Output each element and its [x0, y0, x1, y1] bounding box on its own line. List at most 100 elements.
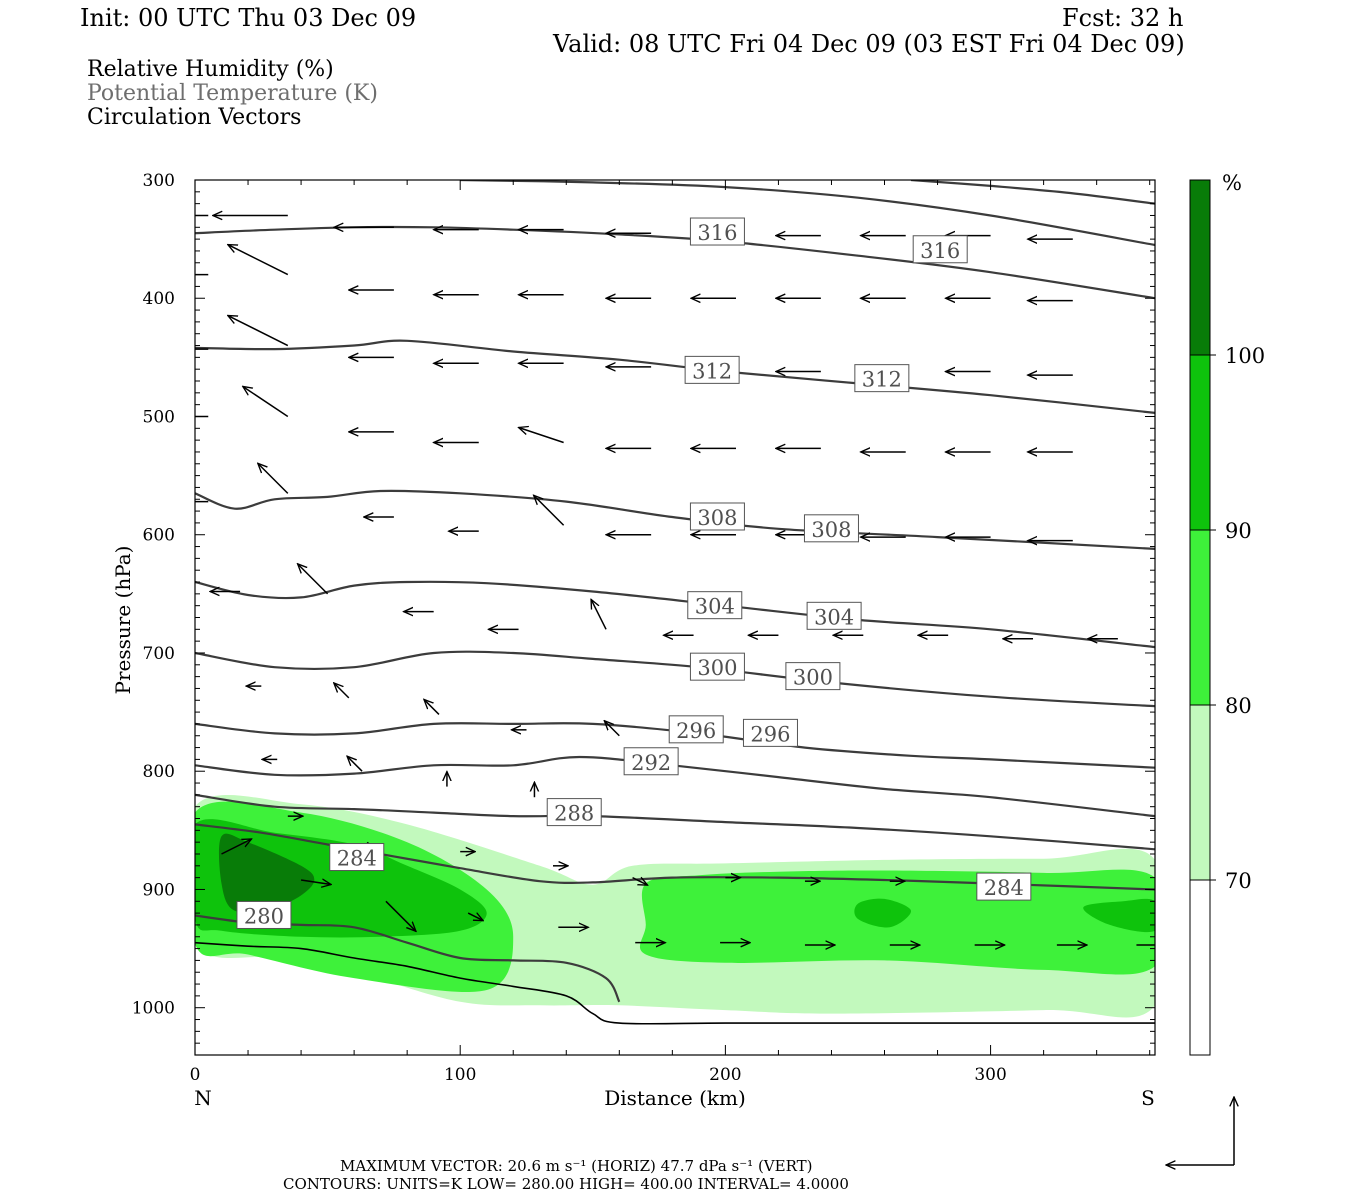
- theta-contour-304: [195, 580, 1155, 649]
- theta-label-box: [785, 662, 841, 691]
- y-tick-label: 300: [143, 171, 175, 191]
- circulation-vector: [519, 428, 564, 444]
- colorbar-label: 80: [1225, 694, 1252, 718]
- theta-label-288: 288: [554, 802, 594, 826]
- theta-contour-292: [195, 755, 1155, 818]
- theta-contour-312: [195, 339, 1155, 414]
- colorbar-segment: [1189, 529, 1211, 706]
- y-tick-label: 700: [143, 644, 175, 664]
- theta-label-300: 300: [697, 656, 737, 680]
- circulation-vector: [467, 913, 483, 921]
- x-tick-label: 200: [709, 1065, 741, 1085]
- circulation-vector: [243, 386, 289, 418]
- theta-contour-284: [195, 823, 1155, 891]
- theta-contour-324: [910, 180, 1155, 205]
- theta-label-280: 280: [244, 904, 284, 928]
- circulation-vector: [604, 721, 620, 737]
- x-tick-label: 300: [974, 1065, 1006, 1085]
- field-vectors-label: Circulation Vectors: [87, 105, 302, 130]
- x-tick-label: 100: [444, 1065, 476, 1085]
- circulation-vector: [221, 839, 252, 855]
- circulation-vector: [347, 756, 363, 772]
- circulation-vector: [632, 878, 648, 886]
- x-tick-label: 0: [190, 1065, 201, 1085]
- theta-label-box: [623, 747, 679, 776]
- max-vector-note: MAXIMUM VECTOR: 20.6 m s⁻¹ (HORIZ) 47.7 …: [340, 1157, 813, 1175]
- theta-label-box: [668, 715, 724, 744]
- circulation-vector: [591, 599, 607, 630]
- forecast-hour: Fcst: 32 h: [1062, 4, 1184, 32]
- theta-label-box: [689, 217, 745, 246]
- y-tick-label: 1000: [132, 999, 175, 1019]
- theta-label-box: [687, 591, 743, 620]
- y-tick-label: 400: [143, 289, 175, 309]
- circulation-vectors: [195, 215, 1155, 945]
- endpoint-north: N: [194, 1086, 212, 1110]
- endpoint-south: S: [1141, 1086, 1155, 1110]
- colorbar-segment: [1189, 704, 1211, 881]
- colorbar-segment: [1189, 179, 1211, 356]
- theta-label-box: [742, 718, 798, 747]
- theta-label-312: 312: [862, 368, 902, 392]
- theta-label-296: 296: [750, 722, 790, 746]
- theta-label-box: [854, 364, 910, 393]
- theta-label-316: 316: [920, 239, 960, 263]
- colorbar-label: 100: [1225, 344, 1265, 368]
- colorbar: 70 80 90 100%: [1189, 171, 1265, 1056]
- theta-label-box: [546, 798, 602, 827]
- terrain-surface: [195, 941, 1155, 1025]
- theta-contour-316: [195, 225, 1155, 300]
- theta-label-304: 304: [814, 605, 854, 629]
- y-tick-label: 600: [143, 526, 175, 546]
- theta-label-box: [976, 872, 1032, 901]
- rh-shading: [195, 795, 1155, 1018]
- circulation-vector: [228, 245, 289, 276]
- colorbar-label: 70: [1225, 869, 1252, 893]
- terrain-line: [195, 941, 1155, 1025]
- contour-info-note: CONTOURS: UNITS=K LOW= 280.00 HIGH= 400.…: [283, 1175, 849, 1193]
- axes: 300 400 500 600 700 800 900 1000 0 100 200 300: [132, 171, 1155, 1085]
- x-axis-label: Distance (km): [604, 1086, 746, 1110]
- theta-label-312: 312: [692, 359, 732, 383]
- circulation-vector: [228, 316, 289, 347]
- theta-label-box: [236, 900, 292, 929]
- y-tick-label: 800: [143, 762, 175, 782]
- theta-contour-296: [195, 722, 1155, 769]
- theta-contour-300: [195, 650, 1155, 708]
- circulation-vector: [300, 880, 331, 885]
- theta-label-box: [329, 843, 385, 872]
- theta-label-308: 308: [697, 506, 737, 530]
- theta-label-284: 284: [984, 876, 1024, 900]
- field-rh-label: Relative Humidity (%): [87, 57, 334, 82]
- init-time: Init: 00 UTC Thu 03 Dec 09: [80, 4, 417, 32]
- theta-label-box: [806, 601, 862, 630]
- theta-label-316: 316: [697, 221, 737, 245]
- theta-label-296: 296: [676, 719, 716, 743]
- field-theta-label: Potential Temperature (K): [87, 81, 378, 106]
- circulation-vector: [298, 564, 329, 595]
- theta-label-box: [684, 355, 740, 384]
- theta-label-292: 292: [631, 751, 671, 775]
- theta-label-box: [912, 235, 968, 264]
- theta-contour-320: [460, 180, 1155, 247]
- theta-contour-308: [195, 489, 1155, 550]
- colorbar-segment: [1189, 354, 1211, 531]
- rh-region-90: [1083, 898, 1155, 933]
- theta-label-box: [803, 514, 859, 543]
- circulation-vector: [385, 900, 416, 931]
- rh-region-90: [854, 898, 912, 928]
- rh-region-100: [218, 833, 315, 913]
- y-tick-label: 500: [143, 407, 175, 427]
- valid-time: Valid: 08 UTC Fri 04 Dec 09 (03 EST Fri …: [553, 30, 1185, 58]
- circulation-vector: [424, 699, 440, 715]
- rh-region-80: [639, 869, 1155, 975]
- colorbar-unit: %: [1222, 171, 1242, 195]
- circulation-vector: [534, 495, 565, 526]
- y-axis-label: Pressure (hPa): [111, 546, 135, 695]
- colorbar-label: 90: [1225, 519, 1252, 543]
- theta-label-308: 308: [811, 518, 851, 542]
- y-tick-label: 900: [143, 880, 175, 900]
- circulation-vector: [258, 463, 289, 494]
